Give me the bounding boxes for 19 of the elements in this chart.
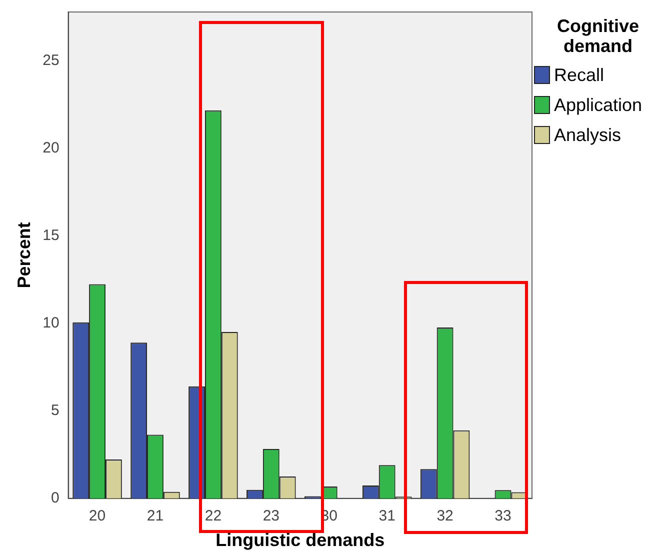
y-tick-label: 5 [50,402,60,420]
x-tick-label: 32 [436,508,454,525]
y-tick-label: 15 [42,227,60,244]
x-tick-label: 31 [378,508,396,525]
legend-label: Application [554,94,642,116]
y-axis-title: Percent [14,222,34,288]
x-tick-label: 22 [204,508,222,525]
x-tick-label: 33 [494,508,512,525]
legend-title: Cognitive demand [556,16,640,56]
y-tick-label: 0 [50,490,60,507]
y-tick-label: 10 [42,314,60,332]
legend-label: Analysis [554,124,622,146]
x-axis-title: Linguistic demands [216,530,385,550]
x-tick-label: 23 [262,508,280,525]
x-tick-label: 21 [146,508,164,525]
y-tick-label: 25 [42,52,60,70]
y-tick-label: 20 [42,140,60,157]
x-tick-label: 20 [88,508,106,525]
legend-label: Recall [554,64,604,86]
